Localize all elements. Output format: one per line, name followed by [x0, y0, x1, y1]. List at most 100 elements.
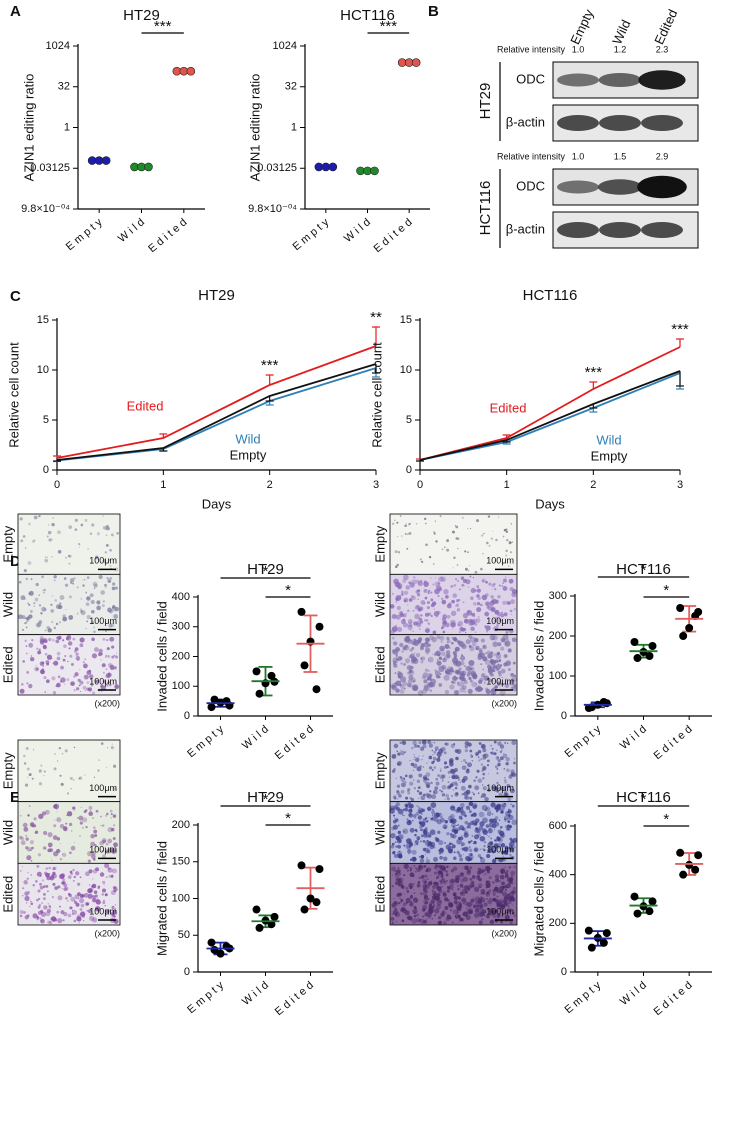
chart-title: HCT116 — [616, 561, 671, 578]
stained-cell — [448, 884, 454, 890]
stained-cell — [504, 683, 510, 688]
stained-cell — [41, 901, 44, 905]
stained-cell — [62, 658, 66, 662]
stained-cell — [430, 591, 433, 594]
stained-cell — [498, 860, 500, 862]
micrograph — [18, 574, 120, 635]
stained-cell — [416, 913, 420, 917]
stained-cell — [69, 578, 75, 583]
stained-cell — [106, 577, 109, 580]
stained-cell — [86, 596, 90, 600]
stained-cell — [470, 626, 475, 632]
stained-cell — [402, 828, 409, 835]
stained-cell — [87, 851, 93, 857]
stained-cell — [111, 586, 116, 591]
stained-cell — [394, 550, 398, 554]
stained-cell — [509, 845, 514, 850]
stained-cell — [410, 629, 412, 631]
stained-cell — [33, 515, 38, 520]
stained-cell — [395, 912, 401, 918]
stained-cell — [455, 824, 457, 827]
stained-cell — [47, 832, 53, 838]
stained-cell — [440, 790, 444, 793]
stained-cell — [77, 612, 79, 614]
stained-cell — [106, 639, 109, 642]
stained-cell — [504, 874, 509, 879]
stained-cell — [498, 819, 501, 822]
stained-cell — [458, 677, 462, 680]
stained-cell — [415, 867, 418, 870]
stained-cell — [397, 844, 401, 849]
stained-cell — [38, 648, 41, 651]
stained-cell — [467, 888, 470, 891]
stained-cell — [413, 892, 416, 894]
stained-cell — [425, 817, 428, 820]
stained-cell — [445, 916, 450, 921]
stained-cell — [495, 786, 499, 790]
stained-cell — [455, 757, 458, 759]
stained-cell — [446, 889, 450, 893]
stained-cell — [454, 675, 456, 677]
stained-cell — [471, 791, 474, 794]
stained-cell — [460, 891, 465, 897]
stained-cell — [72, 806, 76, 810]
stained-cell — [93, 583, 98, 588]
stained-cell — [91, 883, 97, 889]
stained-cell — [415, 523, 418, 525]
stained-cell — [469, 796, 473, 800]
stained-cell — [450, 619, 456, 626]
x-tick-label: 0 — [54, 479, 60, 491]
stained-cell — [83, 663, 88, 669]
stained-cell — [111, 868, 117, 874]
stained-cell — [476, 519, 480, 523]
stained-cell — [470, 853, 473, 856]
y-tick-label: 300 — [549, 590, 567, 602]
y-axis-label: Invaded cells / field — [531, 601, 546, 712]
stained-cell — [505, 554, 508, 557]
stained-cell — [432, 653, 434, 655]
stained-cell — [440, 865, 446, 871]
stained-cell — [23, 762, 27, 765]
stained-cell — [393, 850, 396, 854]
stained-cell — [508, 785, 512, 788]
stained-cell — [430, 802, 437, 808]
micrograph-frame — [17, 634, 121, 696]
stained-cell — [42, 892, 46, 896]
stained-cell — [406, 682, 411, 688]
stained-cell — [407, 624, 413, 630]
stained-cell — [494, 610, 498, 614]
stained-cell — [420, 600, 426, 605]
stained-cell — [406, 890, 410, 893]
stained-cell — [424, 827, 428, 830]
stained-cell — [454, 896, 458, 900]
stained-cell — [107, 867, 111, 870]
micrograph — [390, 514, 517, 575]
stained-cell — [488, 582, 492, 586]
stained-cell — [27, 872, 29, 874]
stained-cell — [391, 682, 397, 688]
stained-cell — [488, 835, 490, 838]
stained-cell — [447, 781, 450, 784]
stained-cell — [64, 683, 66, 685]
stained-cell — [418, 865, 424, 871]
stained-cell — [97, 769, 100, 772]
stained-cell — [393, 663, 398, 668]
stained-cell — [26, 902, 28, 904]
stained-cell — [486, 759, 490, 763]
stained-cell — [400, 836, 402, 838]
stained-cell — [403, 687, 406, 690]
stained-cell — [503, 802, 506, 805]
stained-cell — [420, 795, 426, 801]
stained-cell — [431, 794, 437, 800]
stained-cell — [483, 675, 490, 682]
stained-cell — [434, 881, 439, 887]
stained-cell — [82, 920, 85, 922]
stained-cell — [502, 586, 508, 591]
stained-cell — [459, 902, 462, 906]
stained-cell — [510, 890, 514, 895]
stained-cell — [390, 917, 395, 921]
stained-cell — [89, 593, 94, 598]
stained-cell — [500, 611, 503, 614]
stained-cell — [451, 903, 454, 907]
